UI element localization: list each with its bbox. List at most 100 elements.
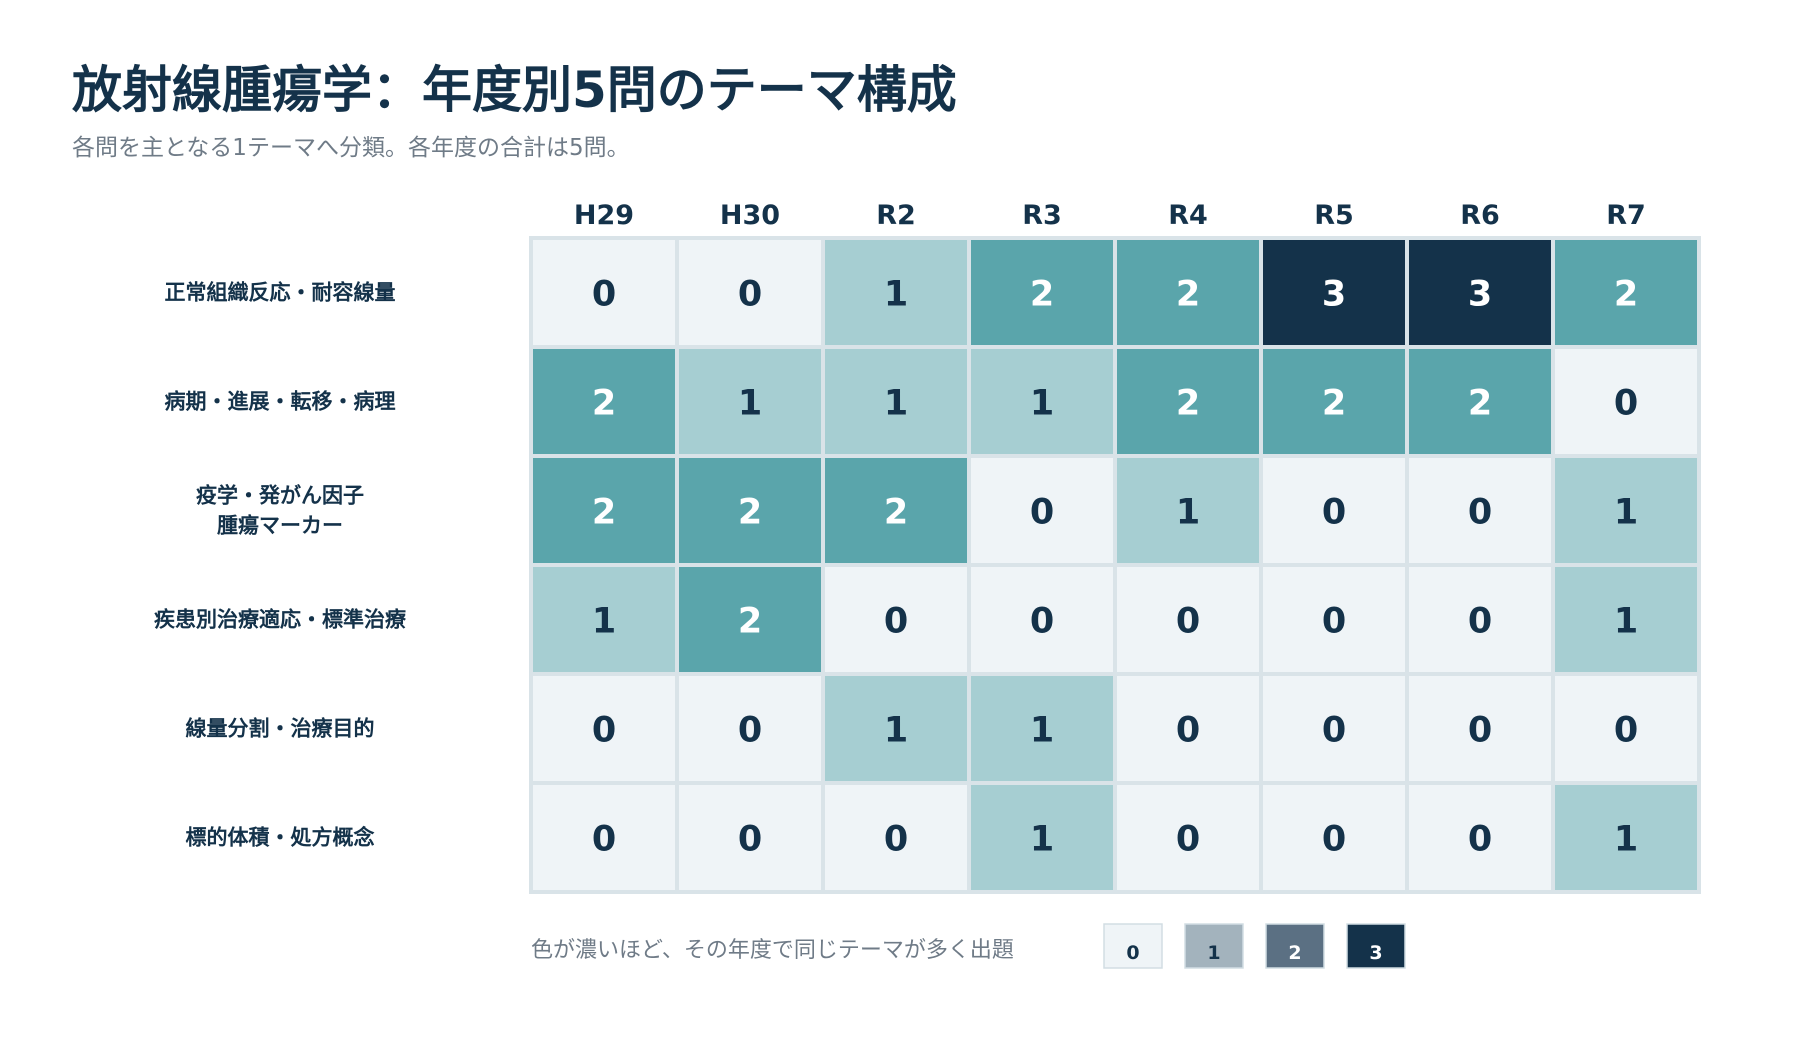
heatmap-cell-value: 0: [1176, 820, 1200, 860]
heatmap-cell: [1555, 458, 1697, 563]
heatmap-cell: [1263, 567, 1405, 672]
heatmap-cell-value: 0: [738, 820, 762, 860]
heatmap-cell: [679, 458, 821, 563]
heatmap-cell-value: 2: [1614, 275, 1638, 315]
heatmap-cell: [1555, 240, 1697, 345]
heatmap-cell-value: 1: [884, 711, 908, 751]
heatmap-cell-value: 0: [1322, 820, 1346, 860]
heatmap-cell-value: 0: [1176, 711, 1200, 751]
legend-swatch-0: [1103, 923, 1163, 969]
heatmap-cell: [1555, 349, 1697, 454]
heatmap-cell: [1409, 785, 1551, 890]
heatmap-cell: [971, 349, 1113, 454]
legend-caption: 色が濃いほど、その年度で同じテーマが多く出題: [531, 938, 1014, 963]
legend-swatches: 0 1 2 3: [1103, 923, 1406, 969]
heatmap-cell-value: 0: [1614, 711, 1638, 751]
legend-swatch-3: [1346, 923, 1406, 969]
heatmap-cell-value: 3: [1468, 275, 1492, 315]
heatmap-cell-value: 0: [1322, 602, 1346, 642]
column-headers: H29 H30 R2 R3 R4 R5 R6 R7: [574, 200, 1646, 231]
heatmap-cell: [825, 676, 967, 781]
heatmap-cell: [679, 676, 821, 781]
heatmap-cell-value: 0: [1468, 711, 1492, 751]
heatmap-cell-value: 2: [1030, 275, 1054, 315]
heatmap-cell: [971, 676, 1113, 781]
legend-swatch-label: 1: [1207, 942, 1220, 964]
heatmap-cell-value: 0: [1322, 493, 1346, 533]
heatmap-cell-value: 0: [738, 711, 762, 751]
heatmap-cell: [1409, 458, 1551, 563]
heatmap-cell-value: 1: [884, 275, 908, 315]
heatmap-cell: [533, 676, 675, 781]
heatmap-cell: [1117, 349, 1259, 454]
heatmap-cell: [533, 240, 675, 345]
heatmap-cell: [1117, 676, 1259, 781]
column-header-h30: H30: [720, 200, 780, 231]
legend: 色が濃いほど、その年度で同じテーマが多く出題 0 1 2 3: [531, 923, 1406, 969]
heatmap-cell-value: 0: [1030, 602, 1054, 642]
legend-swatch-label: 3: [1369, 942, 1382, 964]
heatmap-cell-value: 1: [1030, 711, 1054, 751]
row-label: 疫学・発がん因子: [196, 484, 364, 508]
page-title: 放射線腫瘍学：年度別5問のテーマ構成: [72, 61, 957, 119]
heatmap-cell-value: 1: [738, 384, 762, 424]
heatmap-cell: [1263, 458, 1405, 563]
row-label: 腫瘍マーカー: [217, 514, 343, 538]
legend-swatch-label: 2: [1288, 942, 1301, 964]
heatmap-cell: [971, 240, 1113, 345]
heatmap-cell: [1409, 349, 1551, 454]
heatmap-cells: 0 0 1 2 2 3 3 2 2 1 1 1 2 2 2 0 2 2 2 0 1 0 0 1 1 2 0 0 0 0 0 1 0 0 1 1 0 0 0 0…: [533, 240, 1697, 890]
column-header-r5: R5: [1314, 200, 1354, 231]
heatmap-cell: [971, 567, 1113, 672]
heatmap-cell: [533, 785, 675, 890]
heatmap-cell-value: 2: [738, 602, 762, 642]
heatmap-cell: [825, 458, 967, 563]
heatmap-cell-value: 0: [1468, 493, 1492, 533]
heatmap-cell-value: 1: [1614, 493, 1638, 533]
heatmap-cell: [533, 349, 675, 454]
heatmap-cell-value: 0: [592, 711, 616, 751]
heatmap-cell-value: 0: [1322, 711, 1346, 751]
heatmap-cell-value: 2: [1468, 384, 1492, 424]
heatmap-cell: [1409, 567, 1551, 672]
column-header-r3: R3: [1022, 200, 1062, 231]
heatmap-cell-value: 0: [884, 820, 908, 860]
heatmap-cell: [533, 567, 675, 672]
column-header-r4: R4: [1168, 200, 1208, 231]
heatmap-cell-value: 0: [592, 820, 616, 860]
heatmap-cell: [679, 240, 821, 345]
heatmap-cell: [533, 458, 675, 563]
heatmap-cell-value: 1: [1614, 820, 1638, 860]
heatmap-cell: [1117, 240, 1259, 345]
heatmap-cell-value: 2: [592, 384, 616, 424]
heatmap-cell: [1555, 567, 1697, 672]
heatmap-cell: [825, 567, 967, 672]
heatmap-cell-value: 0: [738, 275, 762, 315]
heatmap-cell: [1117, 785, 1259, 890]
heatmap-cell: [1409, 676, 1551, 781]
row-label: 正常組織反応・耐容線量: [165, 281, 396, 305]
heatmap-cell-value: 0: [1468, 820, 1492, 860]
legend-swatch-label: 0: [1126, 942, 1139, 964]
heatmap-cell-value: 3: [1322, 275, 1346, 315]
heatmap-cell: [1117, 458, 1259, 563]
heatmap-cell: [971, 785, 1113, 890]
heatmap-cell-value: 1: [1614, 602, 1638, 642]
heatmap-cell-value: 2: [592, 493, 616, 533]
heatmap-cell: [825, 785, 967, 890]
heatmap-cell-value: 2: [738, 493, 762, 533]
heatmap-cell: [1263, 785, 1405, 890]
row-label: 病期・進展・転移・病理: [165, 390, 396, 414]
heatmap-cell-value: 1: [884, 384, 908, 424]
page-subtitle: 各問を主となる1テーマへ分類。各年度の合計は5問。: [72, 135, 630, 161]
heatmap-cell-value: 0: [1614, 384, 1638, 424]
heatmap-cell: [1263, 676, 1405, 781]
column-header-r7: R7: [1606, 200, 1646, 231]
heatmap-cell-value: 0: [592, 275, 616, 315]
heatmap-cell-value: 1: [592, 602, 616, 642]
legend-swatch-2: [1265, 923, 1325, 969]
heatmap-cell-value: 0: [1030, 493, 1054, 533]
legend-swatch-1: [1184, 923, 1244, 969]
heatmap-cell: [1555, 785, 1697, 890]
